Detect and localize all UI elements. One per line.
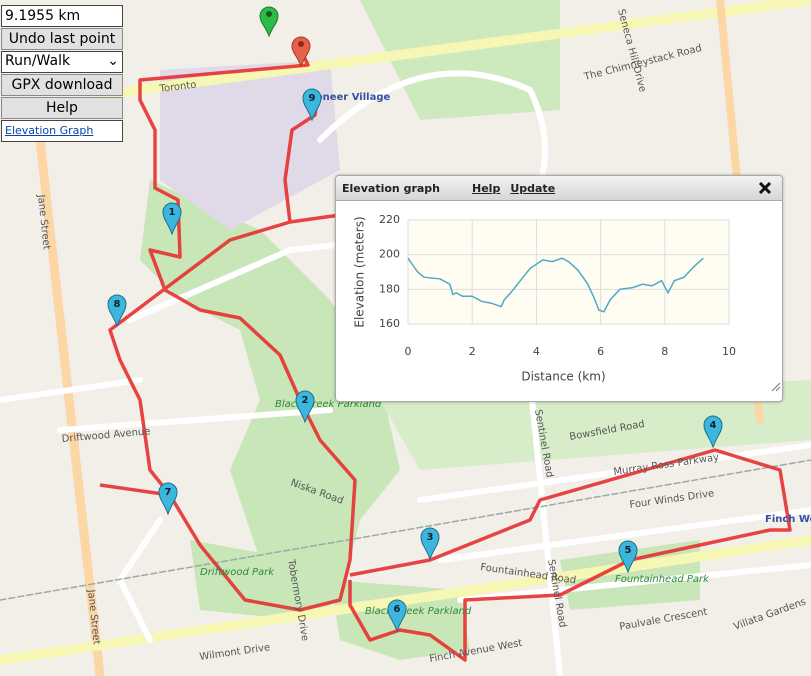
marker-pin [387, 599, 407, 633]
dropdown-arrow: ⌄ [107, 53, 119, 69]
y-tick-label: 180 [379, 282, 400, 295]
undo-button[interactable]: Undo last point [1, 28, 123, 50]
elevation-chart: 160 180 200 220 0 2 4 6 8 10 Distance (km) Elevatio… [353, 213, 781, 392]
marker-pin [618, 540, 638, 574]
place-label: Finch West [765, 514, 811, 525]
x-tick-label: 2 [469, 345, 476, 358]
marker-label: 1 [169, 207, 176, 218]
distance-display: 9.1955 km [1, 5, 123, 27]
route-marker[interactable]: 1 [162, 202, 182, 236]
end-marker[interactable] [291, 36, 311, 68]
elevation-panel: Elevation graph Help Update 160 180 200 220… [335, 175, 783, 402]
park [380, 380, 811, 470]
route-marker[interactable]: 6 [387, 599, 407, 633]
x-tick-label: 10 [722, 345, 736, 358]
y-axis-label: Elevation (meters) [353, 216, 367, 327]
y-tick-label: 160 [379, 317, 400, 330]
route-marker[interactable]: 4 [703, 415, 723, 449]
route-marker[interactable]: 9 [302, 88, 322, 122]
park-label: Black Creek Parkland [365, 606, 472, 617]
place-label: Pioneer Village [305, 92, 390, 103]
elevation-link[interactable]: Elevation Graph [5, 124, 94, 137]
panel-header: Elevation graph Help Update [336, 176, 782, 201]
x-tick-label: 6 [597, 345, 604, 358]
controls: 9.1955 km Undo last point Run/Walk ⌄ GPX … [1, 5, 123, 143]
mode-value: Run/Walk [5, 53, 71, 69]
route [99, 47, 792, 662]
panel-title: Elevation graph [342, 181, 441, 195]
marker-label: 5 [625, 545, 632, 556]
route-marker[interactable]: 3 [420, 527, 440, 561]
marker-pin [420, 527, 440, 561]
marker-pin [295, 390, 315, 424]
marker-label: 2 [302, 395, 309, 406]
route-marker[interactable]: 5 [618, 540, 638, 574]
park [190, 540, 300, 620]
x-axis-label: Distance (km) [521, 370, 605, 384]
route-marker[interactable]: 7 [158, 482, 178, 516]
street-label: Toronto [158, 80, 197, 96]
y-tick-label: 200 [379, 248, 400, 261]
marker-pin [302, 88, 322, 122]
elevation-line [407, 257, 704, 313]
close-button[interactable] [758, 181, 772, 195]
gpx-button[interactable]: GPX download [1, 74, 123, 96]
route-marker[interactable]: 8 [107, 294, 127, 328]
park-label: Fountainhead Park [615, 574, 710, 585]
mode-select[interactable]: Run/Walk ⌄ [1, 51, 123, 73]
park-label: Black Creek Parkland [275, 399, 382, 410]
marker-pin [703, 415, 723, 449]
update-link[interactable]: Update [510, 181, 556, 195]
x-tick-label: 8 [661, 345, 668, 358]
marker-pin [107, 294, 127, 328]
campus [160, 60, 340, 230]
marker-pin [162, 202, 182, 236]
y-tick-label: 220 [379, 213, 400, 226]
x-tick-label: 0 [405, 345, 412, 358]
help-link[interactable]: Help [472, 181, 501, 195]
elevation-link-box: Elevation Graph [1, 120, 123, 142]
marker-label: 9 [309, 93, 316, 104]
resize-handle [771, 382, 781, 392]
x-tick-label: 4 [533, 345, 540, 358]
marker-label: 8 [114, 299, 121, 310]
marker-label: 7 [165, 487, 172, 498]
marker-label: 6 [394, 604, 401, 615]
route-marker[interactable]: 2 [295, 390, 315, 424]
marker-label: 3 [427, 532, 434, 543]
park-label: Driftwood Park [200, 567, 275, 578]
start-marker[interactable] [259, 6, 279, 38]
park [360, 0, 560, 120]
plot-area [407, 219, 730, 325]
marker-label: 4 [710, 420, 717, 431]
help-button[interactable]: Help [1, 97, 123, 119]
marker-pin [158, 482, 178, 516]
